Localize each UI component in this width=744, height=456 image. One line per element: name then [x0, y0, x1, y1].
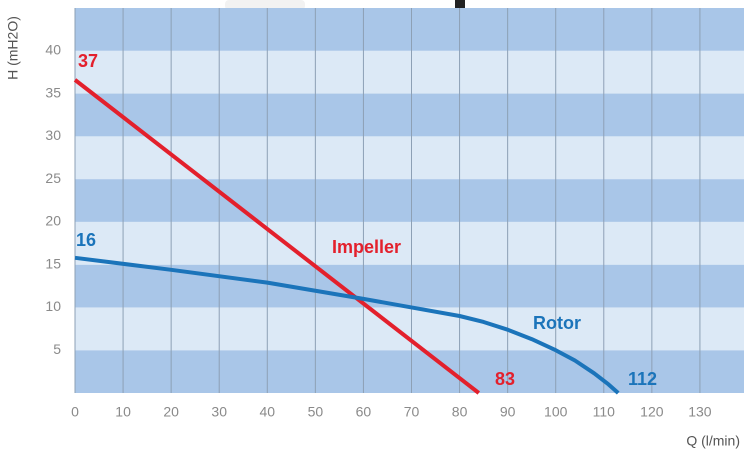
- y-tick-label: 5: [53, 341, 61, 357]
- y-tick-label: 20: [45, 213, 61, 229]
- band: [75, 94, 744, 137]
- series-label: Impeller: [332, 237, 401, 257]
- end-label: 83: [495, 369, 515, 389]
- x-tick-label: 40: [259, 404, 275, 420]
- band: [75, 307, 744, 350]
- band: [75, 179, 744, 222]
- x-tick-label: 30: [211, 404, 227, 420]
- y-tick-label: 10: [45, 298, 61, 314]
- x-tick-label: 110: [593, 404, 616, 420]
- x-tick-label: 70: [404, 404, 420, 420]
- x-axis-title: Q (l/min): [686, 433, 740, 449]
- start-label: 16: [76, 230, 96, 250]
- x-tick-label: 100: [544, 404, 568, 420]
- y-tick-label: 25: [45, 170, 61, 186]
- x-tick-label: 80: [452, 404, 468, 420]
- x-tick-label: 130: [688, 404, 712, 420]
- band: [75, 51, 744, 94]
- x-tick-label: 0: [71, 404, 79, 420]
- band: [75, 8, 744, 51]
- x-tick-label: 60: [356, 404, 372, 420]
- end-label: 112: [628, 369, 657, 389]
- y-tick-label: 30: [45, 127, 61, 143]
- y-tick-label: 35: [45, 84, 61, 100]
- x-tick-label: 20: [163, 404, 179, 420]
- start-label: 37: [78, 51, 98, 71]
- series-label: Rotor: [533, 313, 581, 333]
- x-tick-label: 120: [640, 404, 664, 420]
- x-tick-label: 50: [308, 404, 324, 420]
- y-axis-title: H (mH2O): [5, 16, 21, 80]
- band: [75, 222, 744, 265]
- plot-area: [75, 8, 744, 393]
- x-tick-label: 10: [115, 404, 131, 420]
- chart: H (mH2O) Q (l/min) 0 10 20 30 40 50 60 70 80 90 10…: [0, 0, 744, 456]
- x-tick-label: 90: [500, 404, 516, 420]
- y-tick-label: 40: [45, 41, 61, 57]
- y-tick-label: 15: [45, 255, 61, 271]
